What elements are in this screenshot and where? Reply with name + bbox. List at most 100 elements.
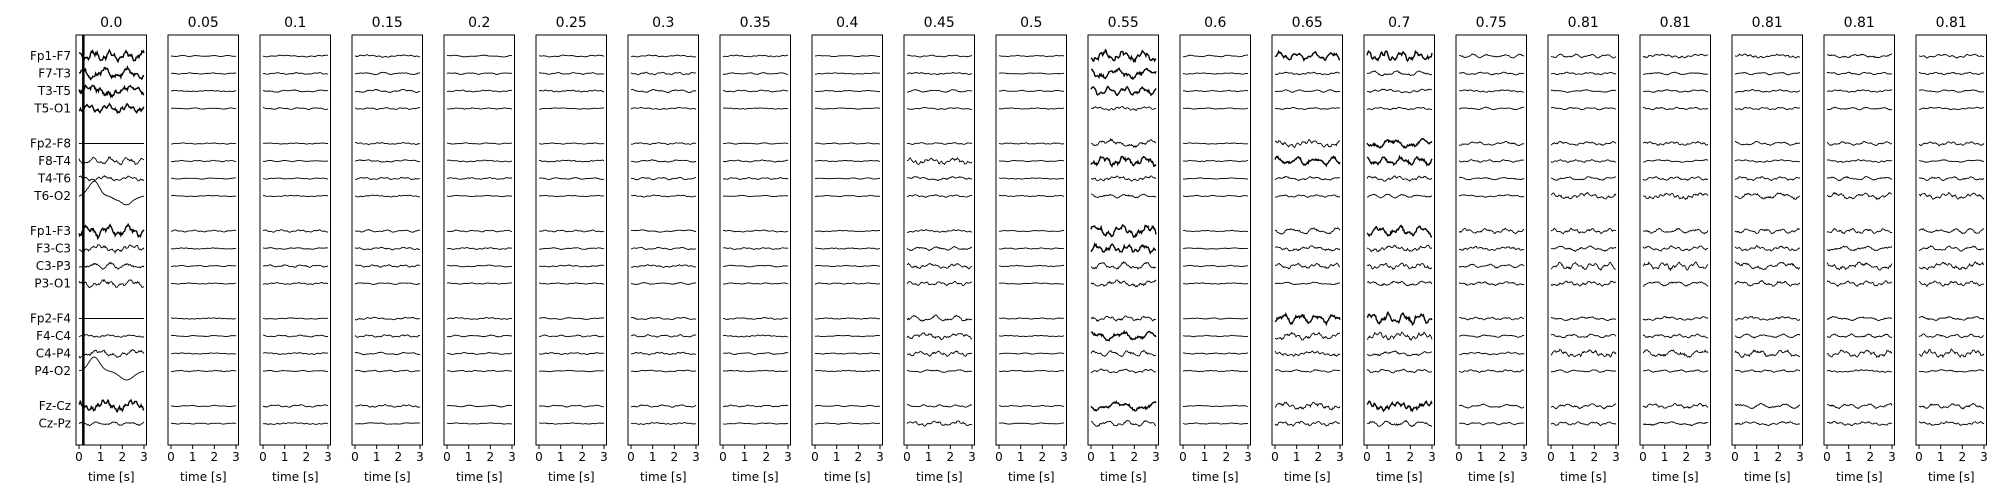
eeg-trace <box>78 261 145 270</box>
eeg-trace <box>538 142 605 145</box>
eeg-trace <box>814 72 881 75</box>
x-tick-label: 2 <box>1775 450 1783 464</box>
eeg-trace <box>1550 280 1617 287</box>
x-tick-label: 0 <box>259 450 267 464</box>
eeg-trace <box>1642 315 1709 321</box>
eeg-trace <box>170 264 237 268</box>
x-tick-label: 2 <box>303 450 311 464</box>
eeg-trace <box>1918 333 1985 339</box>
eeg-trace <box>1366 262 1433 271</box>
panel-frame <box>535 34 607 446</box>
eeg-trace <box>354 54 421 58</box>
x-tick-label: 3 <box>692 450 700 464</box>
x-tick-label: 3 <box>1152 450 1160 464</box>
channel-label: Fp2-F4 <box>30 312 71 326</box>
eeg-trace <box>630 246 697 251</box>
eeg-trace <box>446 422 513 425</box>
eeg-trace <box>78 421 145 427</box>
eeg-trace <box>630 334 697 338</box>
eeg-trace <box>446 142 513 145</box>
eeg-trace <box>1550 159 1617 163</box>
channel-label: P4-O2 <box>34 364 71 378</box>
eeg-trace <box>1550 140 1617 147</box>
eeg-trace <box>538 422 605 425</box>
eeg-trace <box>1090 155 1157 168</box>
eeg-trace <box>538 264 605 268</box>
eeg-trace <box>1182 72 1249 75</box>
eeg-trace <box>906 89 973 93</box>
eeg-trace <box>1918 53 1985 59</box>
eeg-trace <box>1090 419 1157 427</box>
x-tick-label: 2 <box>855 450 863 464</box>
x-tick-label: 1 <box>1017 450 1025 464</box>
eeg-trace <box>1274 155 1341 168</box>
eeg-trace <box>906 245 973 252</box>
eeg-trace <box>354 194 421 198</box>
panel-frame <box>75 34 147 446</box>
eeg-trace <box>1642 106 1709 111</box>
x-tick-label: 2 <box>1959 450 1967 464</box>
eeg-trace <box>1642 281 1709 287</box>
eeg-trace <box>814 247 881 250</box>
x-tick-label: 0 <box>1271 450 1279 464</box>
eeg-trace <box>1642 421 1709 426</box>
panel-frame <box>1547 34 1619 446</box>
eeg-trace <box>722 247 789 250</box>
eeg-trace <box>78 64 145 81</box>
eeg-trace <box>1642 89 1709 93</box>
eeg-trace <box>538 72 605 75</box>
x-tick-label: 1 <box>1569 450 1577 464</box>
x-tick-label: 0 <box>535 450 543 464</box>
eeg-trace <box>1734 159 1801 163</box>
eeg-trace <box>170 177 237 180</box>
eeg-trace <box>262 89 329 93</box>
eeg-trace <box>722 159 789 163</box>
eeg-trace <box>1090 260 1157 270</box>
x-tick-label: 0 <box>1455 450 1463 464</box>
eeg-trace <box>1182 334 1249 338</box>
x-tick-label: 3 <box>1520 450 1528 464</box>
x-tick-label: 1 <box>557 450 565 464</box>
eeg-trace <box>630 422 697 425</box>
x-tick-label: 2 <box>1867 450 1875 464</box>
eeg-panel: 0.35 0 1 2 3 time [s] <box>719 15 792 484</box>
eeg-trace <box>1366 193 1433 199</box>
eeg-trace <box>1182 369 1249 373</box>
x-tick-label: 0 <box>443 450 451 464</box>
eeg-trace <box>998 89 1065 92</box>
eeg-trace <box>354 246 421 251</box>
eeg-trace <box>1550 316 1617 322</box>
eeg-trace <box>722 89 789 93</box>
eeg-trace <box>630 142 697 145</box>
x-tick-label: 3 <box>1888 450 1896 464</box>
eeg-trace <box>906 314 973 323</box>
eeg-trace <box>1366 419 1433 428</box>
x-tick-label: 3 <box>1980 450 1988 464</box>
eeg-trace <box>1550 348 1617 358</box>
eeg-trace <box>630 404 697 408</box>
panel-frame <box>811 34 883 446</box>
x-tick-label: 3 <box>1704 450 1712 464</box>
eeg-trace <box>630 194 697 198</box>
eeg-trace <box>354 282 421 286</box>
panel-title: 0.25 <box>556 15 587 31</box>
eeg-trace <box>630 54 697 58</box>
eeg-trace <box>1642 176 1709 181</box>
eeg-trace <box>446 264 513 268</box>
x-tick-label: 3 <box>1244 450 1252 464</box>
panel-title: 0.5 <box>1020 15 1042 31</box>
x-tick-label: 3 <box>968 450 976 464</box>
eeg-trace <box>1274 89 1341 93</box>
eeg-trace <box>1458 351 1525 356</box>
eeg-trace <box>354 106 421 111</box>
x-axis-label: time [s] <box>1928 470 1975 484</box>
eeg-trace <box>1274 139 1341 149</box>
eeg-trace <box>1458 281 1525 287</box>
eeg-trace <box>1550 421 1617 426</box>
x-tick-label: 2 <box>1315 450 1323 464</box>
eeg-trace <box>262 107 329 111</box>
eeg-trace <box>446 369 513 373</box>
eeg-trace <box>262 71 329 75</box>
eeg-trace <box>538 316 605 320</box>
eeg-trace <box>538 176 605 181</box>
